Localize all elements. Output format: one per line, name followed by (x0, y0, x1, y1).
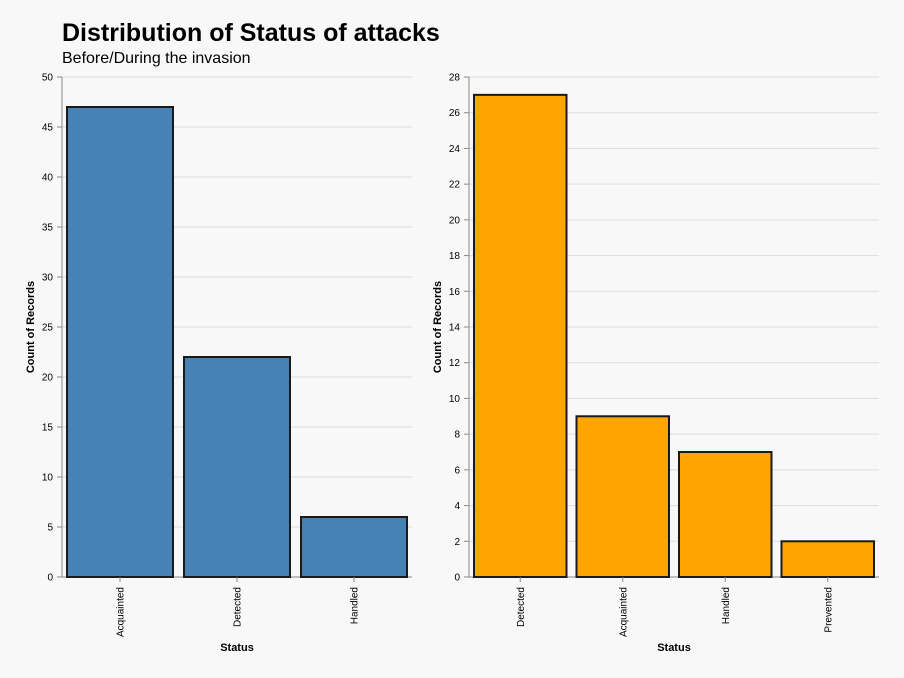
y-tick-label: 20 (449, 215, 461, 226)
x-tick-label: Handled (350, 587, 361, 624)
y-tick-label: 16 (449, 287, 461, 298)
y-tick-label: 0 (47, 573, 53, 584)
y-tick-label: 24 (449, 144, 461, 155)
x-axis-title: Status (657, 642, 691, 654)
y-tick-label: 15 (42, 423, 54, 434)
chart-title: Distribution of Status of attacks (62, 19, 440, 47)
bar-prevented (780, 540, 875, 578)
bar-handled (678, 451, 773, 578)
y-tick-label: 8 (454, 430, 460, 441)
y-axis-title: Count of Records (25, 281, 37, 373)
y-tick-label: 10 (449, 394, 461, 405)
bar-acquainted (575, 415, 670, 578)
y-tick-label: 35 (42, 223, 54, 234)
y-tick-label: 5 (47, 523, 53, 534)
y-tick-label: 40 (42, 173, 54, 184)
y-tick-label: 6 (454, 465, 460, 476)
y-tick-label: 26 (449, 108, 461, 119)
chart-panel-1: 0 5 10 15 20 25 30 35 40 45 50 Acquainted Detected Ha… (25, 73, 412, 654)
y-tick-label: 30 (42, 273, 54, 284)
bar-handled (300, 516, 408, 578)
y-axis-title: Count of Records (432, 281, 444, 373)
y-tick-label: 14 (449, 323, 461, 334)
bar-detected (183, 356, 291, 578)
y-tick-label: 10 (42, 473, 54, 484)
y-tick-label: 50 (42, 73, 54, 84)
y-tick-label: 2 (454, 537, 460, 548)
x-tick-label: Acquainted (116, 587, 127, 637)
y-tick-label: 18 (449, 251, 461, 262)
x-tick-label: Acquainted (618, 587, 629, 637)
y-tick-label: 12 (449, 358, 461, 369)
y-tick-label: 25 (42, 323, 54, 334)
y-tick-label: 0 (454, 573, 460, 584)
y-tick-label: 45 (42, 123, 54, 134)
y-tick-label: 20 (42, 373, 54, 384)
x-tick-label: Prevented (823, 587, 834, 633)
y-tick-label: 28 (449, 73, 461, 84)
x-tick-label: Detected (516, 587, 527, 627)
y-tick-label: 22 (449, 180, 461, 191)
bar-detected (473, 93, 568, 578)
chart-subtitle: Before/During the invasion (62, 50, 251, 67)
x-tick-label: Detected (233, 587, 244, 627)
x-tick-label: Handled (721, 587, 732, 624)
bar-acquainted (66, 106, 174, 578)
y-tick-label: 4 (454, 501, 460, 512)
x-axis-title: Status (220, 642, 254, 654)
